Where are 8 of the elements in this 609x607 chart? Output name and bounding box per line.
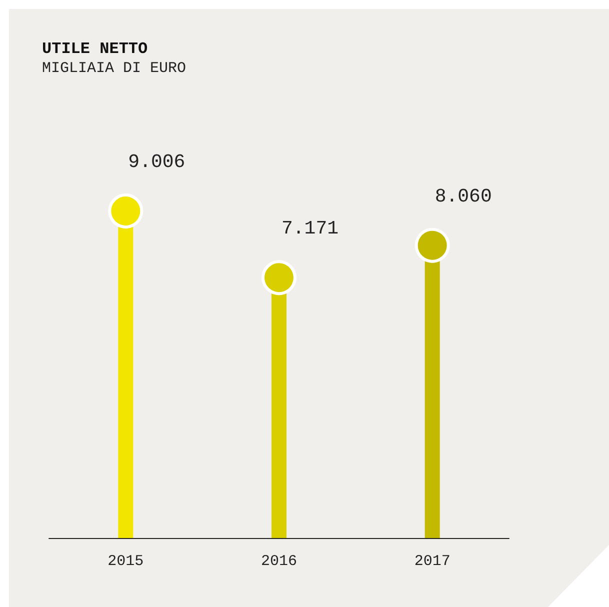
chart-title: UTILE NETTO: [42, 40, 148, 58]
data-label: 7.171: [282, 218, 339, 240]
data-label: 9.006: [128, 151, 186, 173]
x-tick-label: 2017: [414, 553, 450, 570]
x-tick-label: 2015: [108, 553, 144, 570]
chart-subtitle: MIGLIAIA DI EURO: [42, 60, 186, 77]
data-label: 8.060: [434, 185, 492, 208]
x-tick-label: 2016: [260, 553, 298, 570]
